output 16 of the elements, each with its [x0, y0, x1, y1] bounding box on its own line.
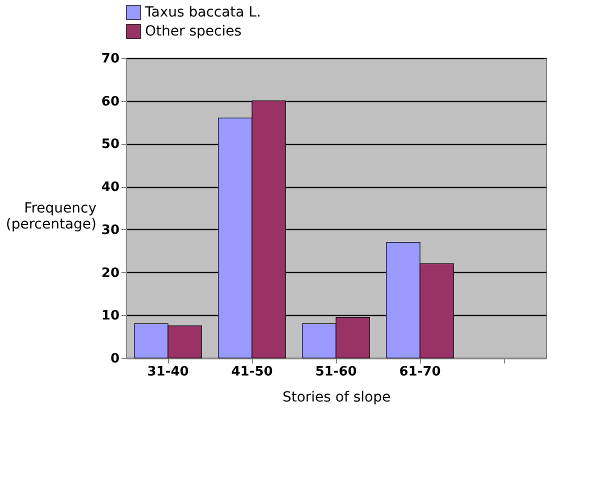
x-tick-label: 31-40	[147, 364, 189, 380]
y-tick-label: 0	[110, 352, 120, 366]
y-tick-label: 70	[101, 52, 120, 66]
y-axis-title: Frequency (percentage)	[6, 200, 96, 232]
legend-label: Taxus baccata L.	[144, 4, 261, 20]
y-tick-label: 50	[101, 137, 120, 152]
y-tick-label: 30	[101, 222, 120, 238]
x-tick-label: 41-50	[231, 364, 273, 380]
legend-label: Other species	[145, 24, 242, 40]
y-tick-label: 40	[101, 180, 120, 196]
x-tick-label: 51-60	[315, 364, 357, 380]
y-tick-label: 60	[101, 94, 120, 110]
y-tick-label: 10	[101, 308, 120, 324]
x-tick-label: 61-70	[399, 364, 441, 380]
y-tick-label: 20	[101, 266, 120, 281]
x-axis-title: Stories of slope	[282, 390, 391, 406]
